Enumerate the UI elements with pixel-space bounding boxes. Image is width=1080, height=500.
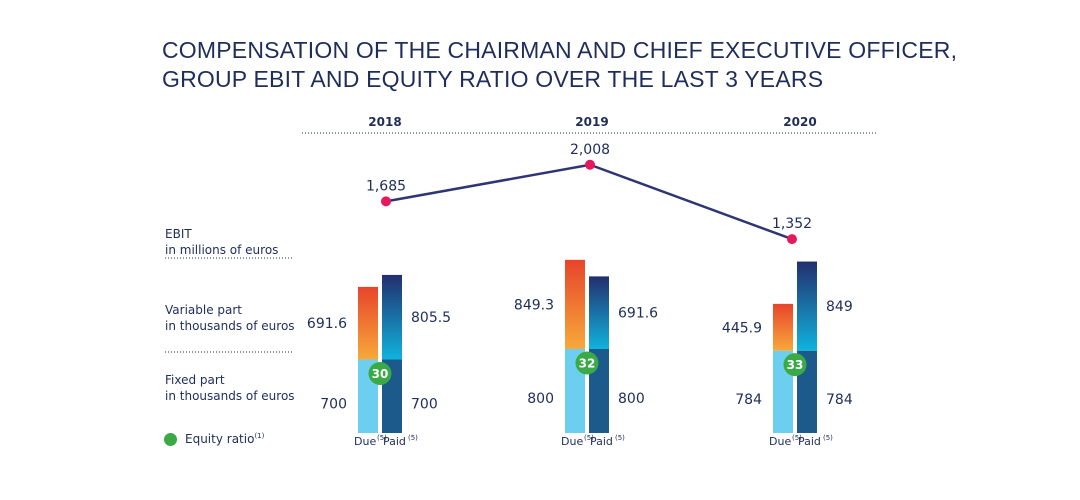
due-bar-label: Due [354, 435, 376, 448]
due-fixed-value: 784 [735, 392, 762, 408]
due-variable-value: 691.6 [307, 316, 347, 332]
paid-fixed-value: 800 [618, 391, 645, 407]
equity-ratio-legend-label: Equity ratio(1) [185, 432, 265, 446]
paid-variable-value: 691.6 [618, 306, 658, 322]
fixed-unit-label: in thousands of euros [165, 389, 295, 403]
paid-bar-label: Paid [798, 435, 821, 448]
due-bar-note: (5) [584, 434, 594, 442]
paid-variable-bar [589, 276, 609, 349]
due-variable-bar [358, 286, 378, 360]
paid-bar-note: (5) [615, 434, 625, 442]
variable-part-label: Variable part [165, 303, 243, 317]
ebit-value-label: 1,352 [772, 216, 812, 232]
due-variable-value: 445.9 [722, 320, 762, 336]
equity-ratio-value: 32 [579, 357, 596, 371]
due-bar-note: (5) [792, 434, 802, 442]
equity-ratio-value: 30 [372, 367, 389, 381]
paid-bar-note: (5) [408, 434, 418, 442]
equity-ratio-badge [368, 362, 392, 385]
ebit-point [787, 234, 797, 245]
fixed-part-label: Fixed part [165, 373, 225, 387]
paid-bar-note: (5) [823, 434, 833, 442]
equity-ratio-value: 33 [787, 358, 804, 372]
equity-ratio-badge [575, 351, 599, 375]
year-label: 2019 [575, 115, 608, 129]
ebit-label: EBIT [165, 227, 192, 241]
ebit-value-label: 1,685 [366, 178, 406, 194]
due-bar-label: Due [769, 435, 791, 448]
paid-bar-label: Paid [590, 435, 613, 448]
year-label: 2020 [783, 115, 816, 129]
paid-variable-value: 849 [826, 299, 853, 315]
ebit-point [381, 196, 391, 207]
paid-variable-bar [797, 261, 817, 351]
variable-unit-label: in thousands of euros [165, 319, 295, 333]
chart-title-line-1: COMPENSATION OF THE CHAIRMAN AND CHIEF E… [162, 37, 958, 63]
ebit-value-label: 2,008 [570, 142, 610, 158]
paid-variable-bar [382, 274, 402, 360]
fixed-row-label: Fixed part in thousands of euros [165, 372, 295, 404]
variable-row-label: Variable part in thousands of euros [165, 302, 295, 334]
due-bar-label: Due [561, 435, 583, 448]
chart-title-line-2: GROUP EBIT AND EQUITY RATIO OVER THE LAS… [162, 66, 824, 92]
due-variable-bar [565, 259, 585, 349]
due-bar-note: (5) [377, 434, 387, 442]
paid-bar-label: Paid [383, 435, 406, 448]
due-variable-value: 849.3 [514, 297, 554, 313]
ebit-unit-label: in millions of euros [165, 243, 279, 257]
equity-ratio-badge [783, 353, 807, 377]
due-variable-bar [773, 303, 793, 351]
equity-ratio-legend-icon [164, 432, 177, 446]
due-fixed-value: 800 [527, 391, 554, 407]
due-fixed-value: 700 [320, 396, 347, 412]
ebit-row-label: EBIT in millions of euros [165, 226, 278, 258]
chart-title: COMPENSATION OF THE CHAIRMAN AND CHIEF E… [162, 36, 1062, 94]
legend: Equity ratio(1) [164, 432, 264, 446]
paid-fixed-value: 784 [826, 392, 853, 408]
paid-variable-value: 805.5 [411, 310, 451, 326]
year-label: 2018 [368, 115, 401, 129]
paid-fixed-value: 700 [411, 396, 438, 412]
ebit-line [385, 163, 793, 241]
ebit-point [585, 159, 595, 170]
